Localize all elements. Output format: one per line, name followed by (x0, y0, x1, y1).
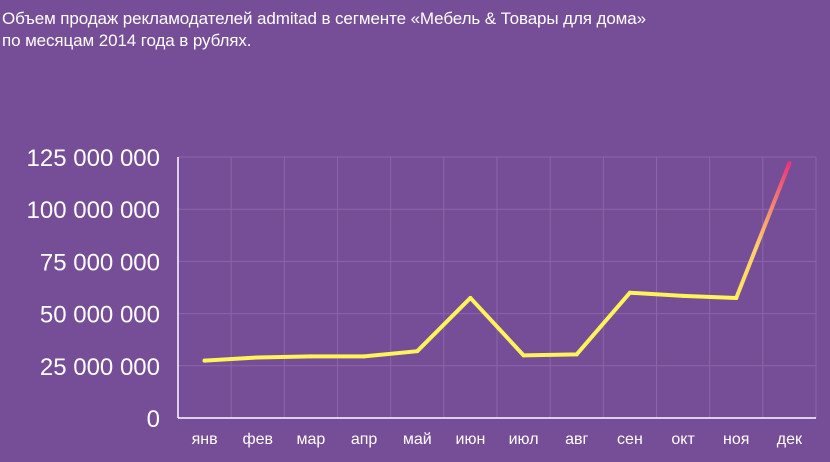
x-tick-labels: янв фев мар апр май июн июл авг сен окт ноя дек (192, 431, 803, 448)
series-layer (202, 161, 792, 363)
axis-layer (177, 157, 816, 419)
x-tick-label: фев (242, 431, 273, 448)
chart-title: Объем продаж рекламодателей admitad в се… (2, 8, 646, 52)
data-point (734, 295, 739, 300)
y-tick-label: 100 000 000 (27, 197, 160, 224)
data-point (627, 290, 632, 295)
data-point (787, 161, 792, 166)
data-point (574, 352, 579, 357)
x-tick-label: ноя (723, 431, 749, 448)
y-tick-label: 50 000 000 (40, 302, 160, 329)
chart-title-line-1: Объем продаж рекламодателей admitad в се… (2, 9, 646, 28)
chart-title-line-2: по месяцам 2014 года в рублях. (2, 31, 252, 50)
x-tick-label: дек (777, 431, 803, 448)
y-tick-label: 125 000 000 (27, 145, 160, 172)
data-point (362, 354, 367, 359)
grid-layer (178, 156, 817, 418)
x-tick-label: апр (351, 431, 378, 448)
y-tick-labels: 0 25 000 000 50 000 000 75 000 000 100 000 0… (27, 145, 160, 433)
data-point (202, 358, 207, 363)
data-point (255, 355, 260, 360)
x-tick-label: сен (617, 431, 643, 448)
x-tick-label: июн (456, 431, 486, 448)
x-tick-label: май (403, 431, 432, 448)
data-point (681, 293, 686, 298)
y-tick-label: 0 (147, 406, 160, 433)
x-tick-label: июл (509, 431, 539, 448)
data-point (415, 349, 420, 354)
x-tick-label: окт (671, 431, 695, 448)
y-tick-label: 25 000 000 (40, 354, 160, 381)
x-tick-label: мар (297, 431, 326, 448)
data-point (521, 353, 526, 358)
x-tick-label: авг (565, 431, 588, 448)
series-line-final-segment (734, 161, 792, 300)
data-point (468, 295, 473, 300)
y-tick-label: 75 000 000 (40, 249, 160, 276)
x-tick-label: янв (192, 431, 218, 448)
data-point (308, 354, 313, 359)
